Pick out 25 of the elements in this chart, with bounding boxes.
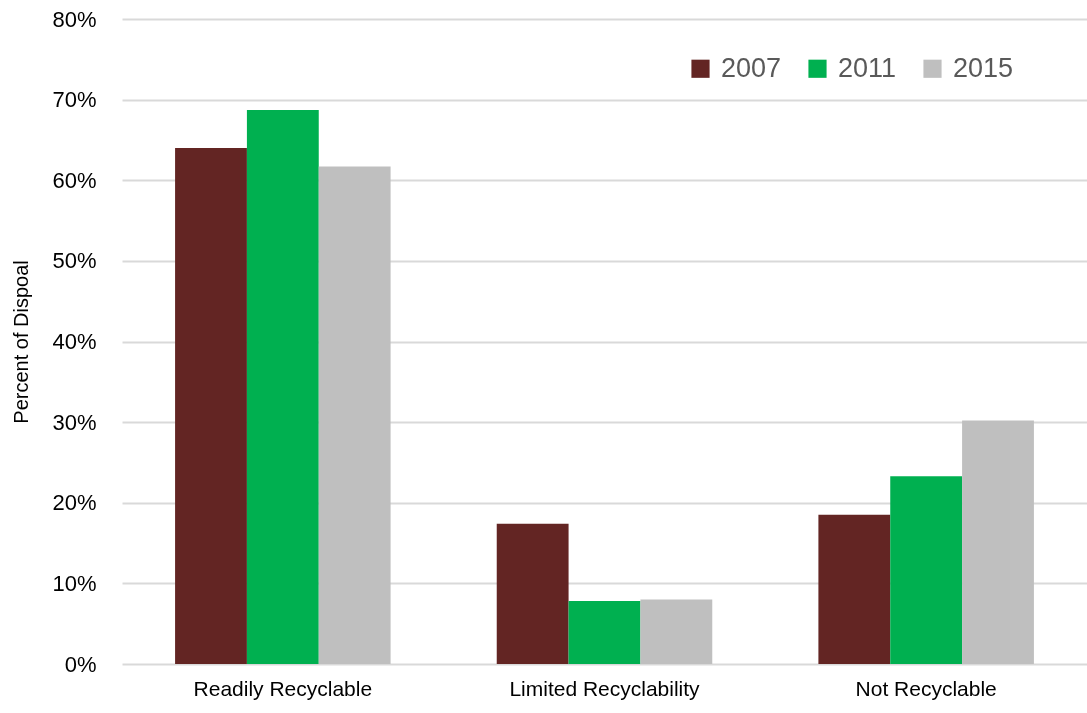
y-tick-label: 20% — [52, 490, 97, 516]
bar — [175, 148, 247, 664]
y-tick-label: 10% — [52, 570, 97, 596]
bar — [890, 476, 963, 664]
bar — [318, 166, 391, 664]
bar — [962, 420, 1034, 664]
x-tick-label: Not Recyclable — [855, 676, 997, 700]
y-tick-label: 30% — [52, 409, 97, 435]
y-tick-label: 80% — [52, 6, 97, 32]
y-axis-title: Percent of Dispoal — [10, 260, 33, 424]
bar — [818, 514, 891, 664]
y-tick-label: 40% — [52, 329, 97, 354]
legend-label: 2007 — [721, 52, 782, 83]
y-tick-label: 60% — [52, 167, 97, 193]
y-tick-label: 0% — [64, 651, 97, 677]
legend-label: 2015 — [953, 52, 1014, 83]
x-tick-label: Limited Recyclability — [509, 676, 701, 700]
legend-label: 2011 — [838, 52, 897, 83]
bar — [246, 110, 319, 664]
x-tick-label: Readily Recyclable — [193, 676, 373, 700]
y-tick-label: 70% — [52, 87, 97, 113]
bar — [640, 599, 713, 664]
y-tick-label: 50% — [52, 248, 97, 274]
bar — [568, 601, 641, 664]
bar — [496, 523, 569, 664]
